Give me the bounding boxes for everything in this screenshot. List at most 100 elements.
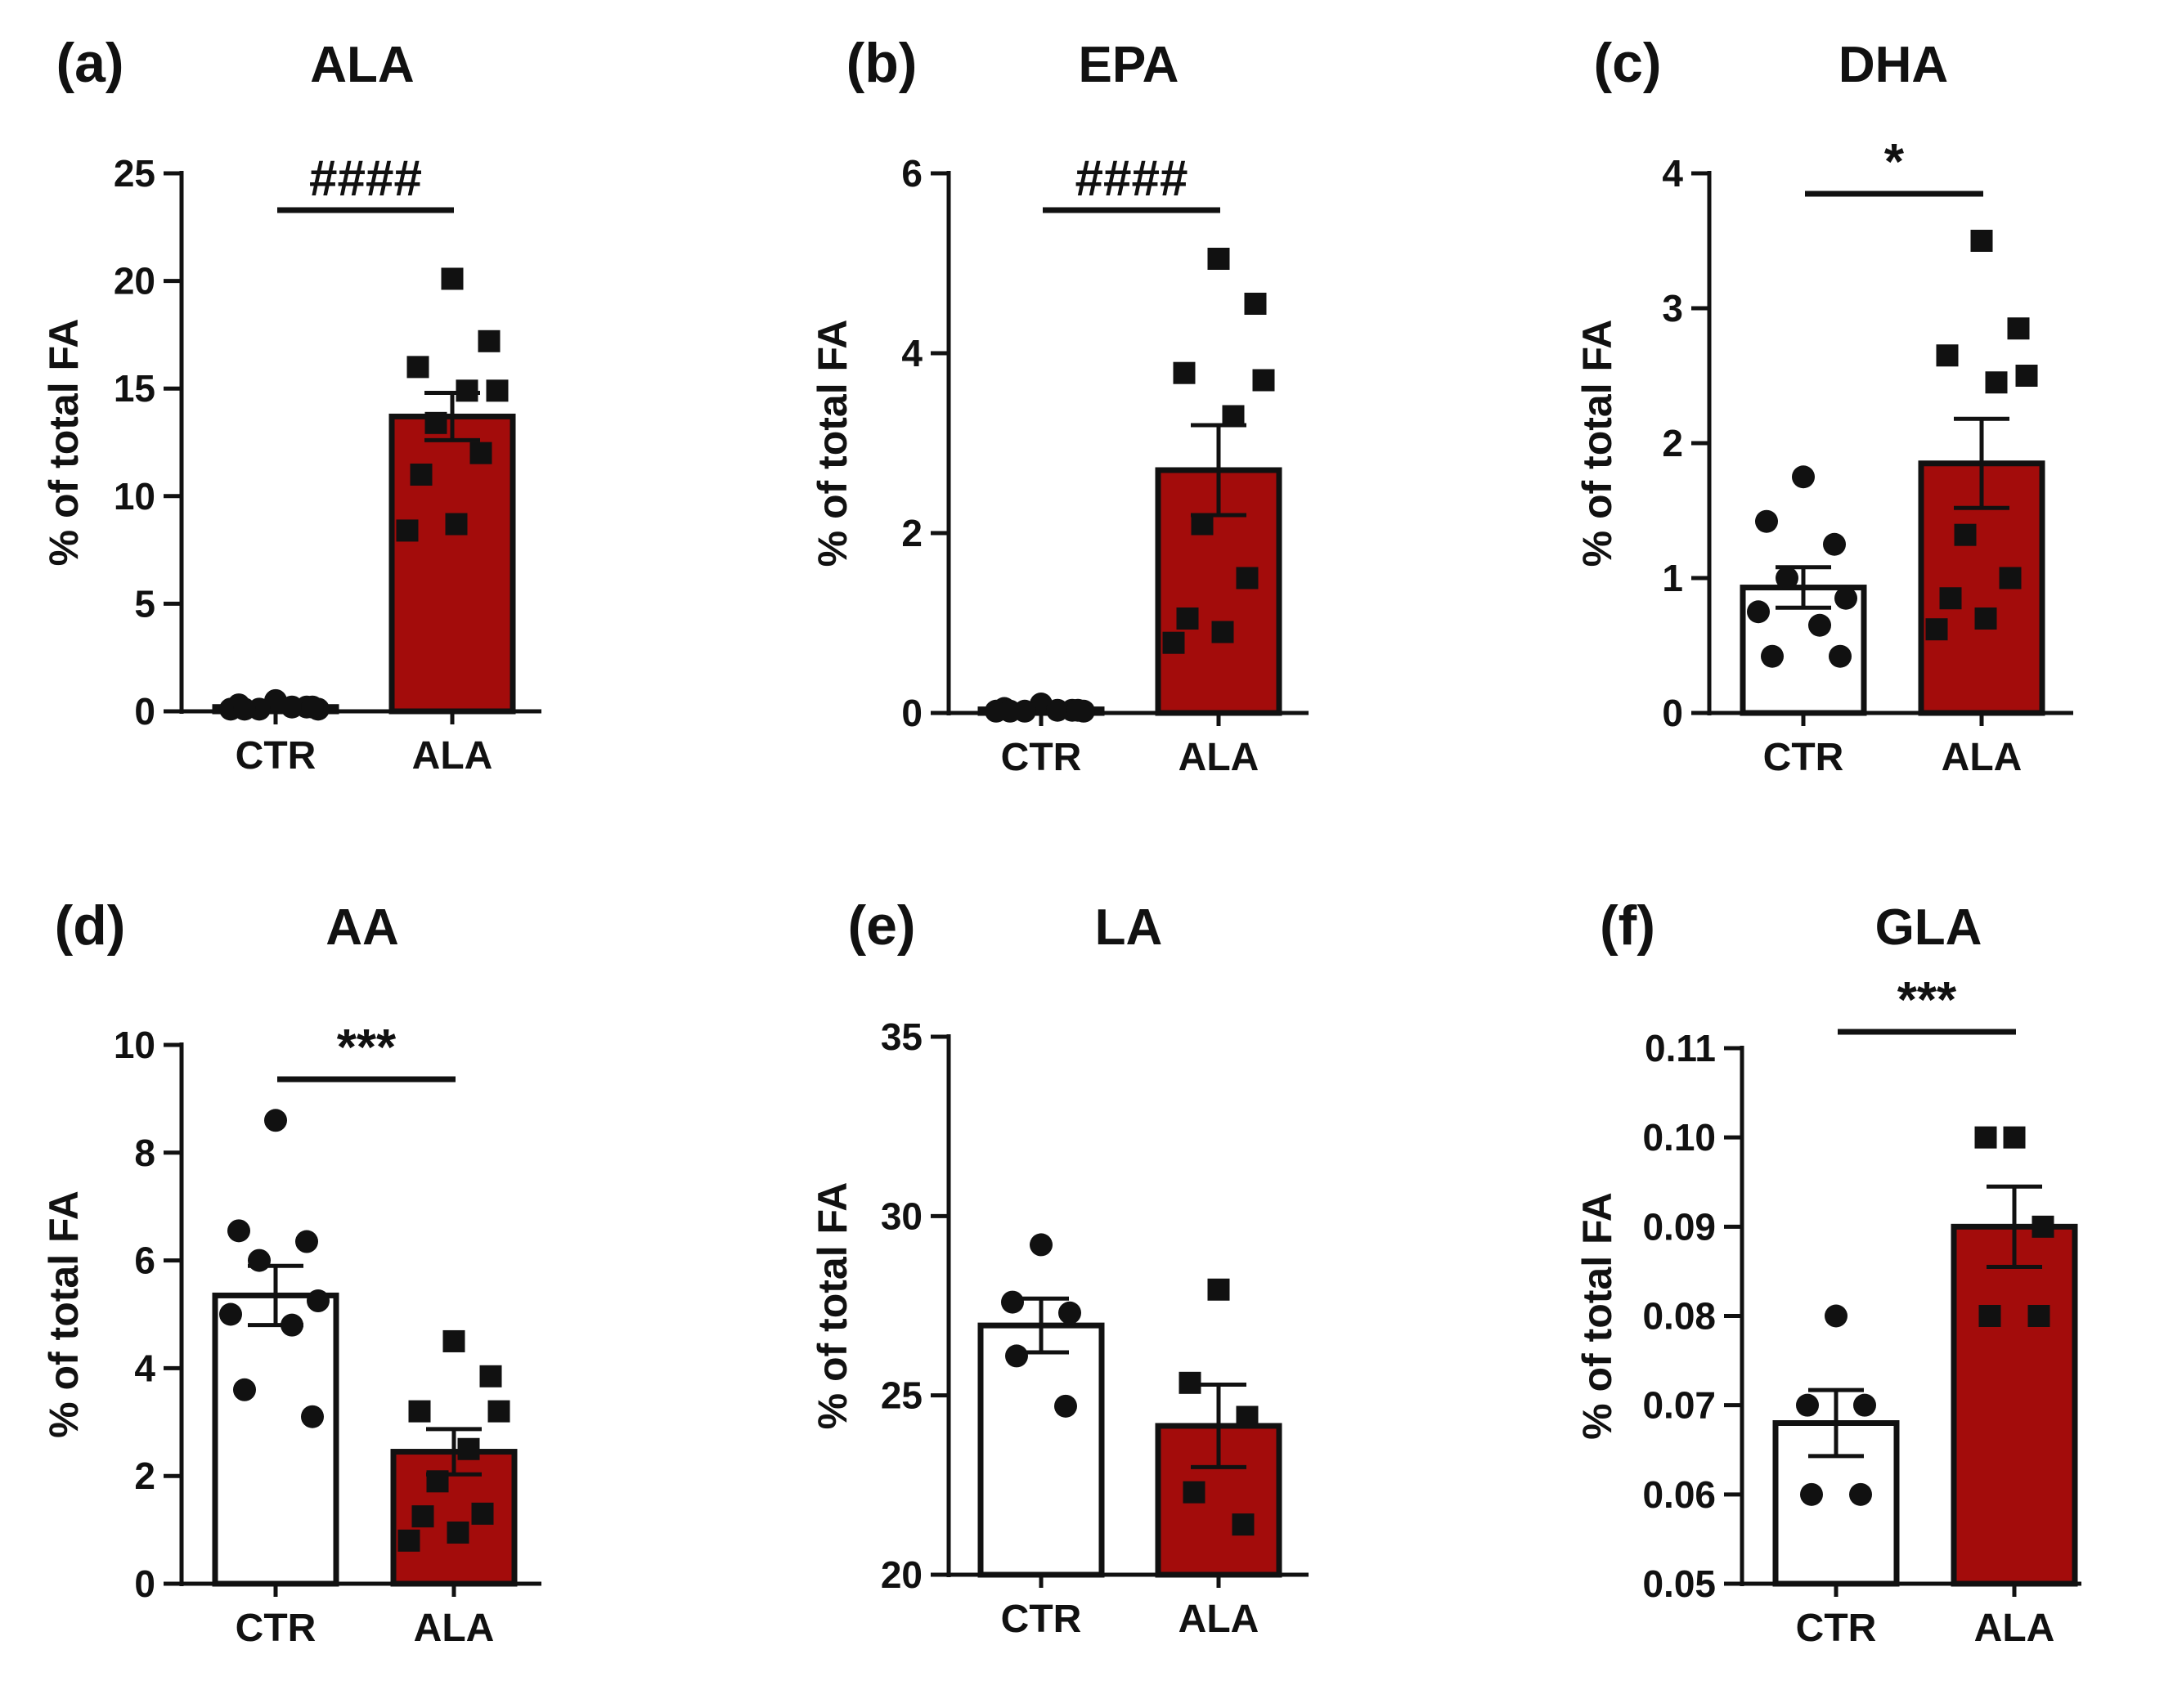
data-point-ala (1207, 248, 1230, 270)
data-point-ala (1176, 607, 1199, 630)
data-point-ala (1939, 587, 1962, 610)
y-tick-label: 20 (114, 260, 155, 303)
data-point-ctr (1046, 698, 1069, 722)
y-tick-label: 20 (881, 1553, 923, 1596)
chart-title: EPA (1079, 37, 1179, 93)
chart-panel-d: (d) AA % of total FA 0 2 4 6 8 10 CTR ALA *** (41, 894, 541, 1650)
x-tick-label: ALA (412, 734, 493, 778)
y-tick-label: 6 (134, 1240, 155, 1282)
y-tick-label: 35 (881, 1015, 923, 1058)
x-tick-label: CTR (1763, 736, 1844, 779)
y-tick-label: 0 (901, 692, 923, 734)
data-point-ctr (301, 1405, 324, 1428)
panel-letter: (e) (847, 894, 915, 957)
chart-title: AA (326, 899, 399, 956)
data-point-ctr (1825, 1304, 1847, 1328)
bar-ala (388, 413, 516, 715)
data-point-ala (396, 519, 419, 542)
x-tick-label: CTR (1001, 736, 1082, 779)
data-point-ala (487, 1400, 510, 1423)
y-tick-label: 2 (901, 512, 923, 554)
data-point-ala (1232, 1513, 1255, 1536)
data-point-ala (1974, 1126, 1997, 1149)
significance-label: * (1884, 134, 1905, 191)
data-point-ala (1207, 1278, 1230, 1301)
data-point-ala (1970, 230, 1993, 252)
data-point-ctr (307, 1289, 330, 1313)
data-point-ala (445, 513, 468, 536)
data-point-ctr (1800, 1482, 1823, 1506)
significance-label: #### (309, 150, 422, 207)
y-tick-label: 0.05 (1642, 1562, 1716, 1605)
y-tick-label: 4 (1662, 152, 1683, 195)
data-point-ctr (281, 1313, 303, 1337)
data-point-ctr (1829, 644, 1852, 668)
y-axis-label: % of total FA (41, 319, 87, 567)
bar-ala (1951, 1223, 2078, 1587)
data-point-ala (1183, 1481, 1205, 1504)
data-point-ala (1978, 1305, 2001, 1327)
y-axis-label: % of total FA (41, 1190, 87, 1438)
data-point-ctr (1030, 1233, 1053, 1257)
y-tick-label: 2 (134, 1455, 155, 1497)
data-point-ctr (1796, 1393, 1819, 1417)
data-point-ala (406, 356, 429, 379)
data-point-ala (1236, 1405, 1259, 1428)
y-axis-label: % of total FA (1574, 1192, 1620, 1440)
data-point-ala (1936, 344, 1959, 367)
data-point-ala (457, 1437, 480, 1460)
data-point-ctr (1853, 1393, 1876, 1417)
chart-title: GLA (1875, 899, 1982, 956)
significance-label: #### (1075, 150, 1188, 207)
y-tick-label: 8 (134, 1132, 155, 1174)
data-point-ctr (1747, 600, 1770, 624)
data-point-ctr (1808, 613, 1831, 637)
y-tick-label: 0 (1662, 692, 1683, 734)
x-tick-label: ALA (1179, 736, 1259, 779)
y-tick-label: 2 (1662, 422, 1683, 464)
data-point-ctr (281, 695, 303, 719)
x-tick-label: CTR (1001, 1598, 1082, 1641)
panel-letter: (f) (1600, 894, 1655, 957)
data-point-ala (397, 1529, 420, 1552)
data-point-ctr (1792, 465, 1815, 489)
data-point-ala (1173, 361, 1196, 384)
data-point-ala (478, 329, 501, 352)
data-point-ala (2027, 1305, 2050, 1327)
data-point-ala (479, 1365, 502, 1387)
data-point-ala (1954, 523, 1977, 546)
y-tick-label: 1 (1662, 557, 1683, 599)
data-point-ala (1999, 567, 2022, 590)
y-tick-label: 5 (134, 582, 155, 625)
data-point-ctr (295, 1230, 318, 1253)
y-tick-label: 0 (134, 1562, 155, 1605)
x-tick-label: CTR (1796, 1607, 1877, 1650)
x-tick-label: ALA (1942, 736, 2023, 779)
panel-letter: (d) (55, 894, 126, 957)
data-point-ala (2015, 365, 2038, 387)
data-point-ctr (248, 1248, 271, 1272)
data-point-ctr (1054, 1394, 1077, 1418)
bar-ctr (977, 1322, 1105, 1578)
y-tick-label: 25 (114, 152, 155, 195)
data-point-ala (410, 463, 433, 486)
data-point-ala (426, 1470, 449, 1493)
data-point-ctr (1776, 567, 1798, 590)
y-axis-label: % of total FA (810, 320, 855, 567)
y-tick-label: 10 (114, 475, 155, 518)
data-point-ala (2007, 317, 2030, 340)
data-point-ctr (999, 699, 1021, 723)
data-point-ala (411, 1505, 434, 1528)
data-point-ctr (233, 697, 256, 721)
y-tick-label: 25 (881, 1374, 923, 1417)
data-point-ala (1191, 513, 1214, 536)
chart-panel-e: (e) LA % of total FA 20 25 30 35 CTR ALA (810, 894, 1309, 1641)
y-tick-label: 6 (901, 152, 923, 195)
data-point-ctr (233, 1378, 256, 1401)
y-axis-label: % of total FA (1574, 320, 1620, 567)
data-point-ala (1244, 293, 1267, 315)
y-tick-label: 0.10 (1642, 1116, 1716, 1159)
panel-letter: (c) (1593, 32, 1661, 94)
data-point-ctr (1761, 644, 1784, 668)
